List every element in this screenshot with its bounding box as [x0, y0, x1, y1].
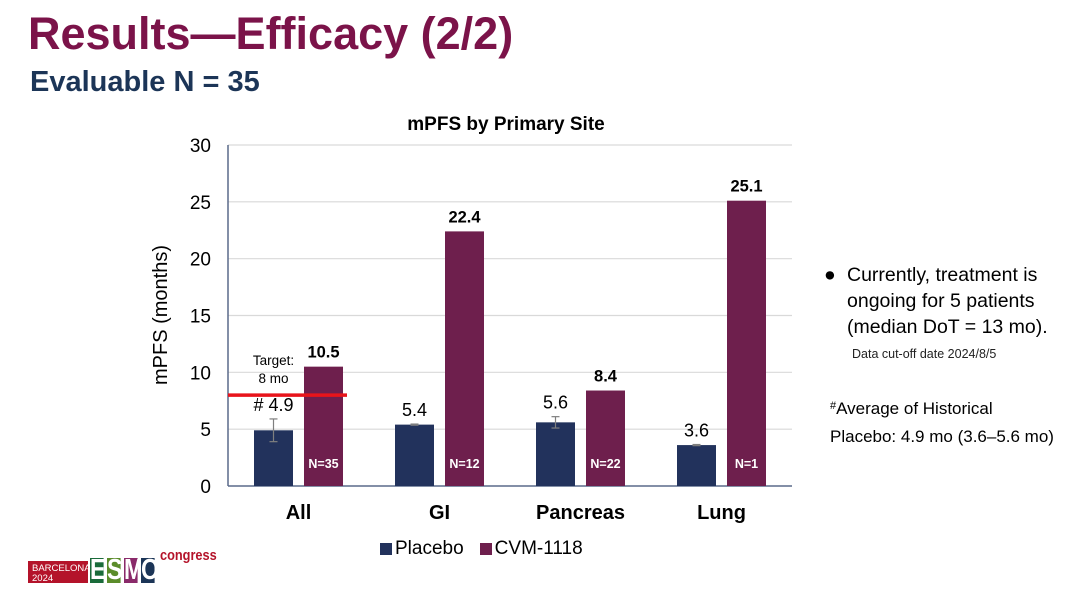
y-tick-label: 5 [200, 420, 211, 441]
chart-title: mPFS by Primary Site [407, 114, 604, 135]
y-tick-label: 20 [190, 250, 211, 271]
logo-esmo-letters: E S M O [90, 554, 160, 586]
y-tick-label: 30 [190, 136, 211, 157]
x-tick-label: GI [429, 502, 450, 524]
data-label-placebo: 5.4 [402, 400, 427, 420]
footnote-line-2: Placebo: 4.9 mo (3.6–5.6 mo) [830, 427, 1054, 446]
legend-swatch-cvm-1118 [479, 543, 492, 555]
logo-letter-e: E [90, 554, 106, 586]
logo-letter-m: M [124, 554, 144, 586]
slide-title: Results—Efficacy (2/2) [28, 8, 514, 59]
x-tick-label: Pancreas [536, 502, 625, 524]
data-cutoff-date: Data cut-off date 2024/8/5 [852, 347, 997, 361]
legend-label-cvm-1118: CVM-1118 [494, 538, 583, 559]
y-tick-label: 25 [190, 193, 211, 214]
target-label: Target: [253, 353, 294, 368]
footnote-marker: # [830, 400, 837, 412]
n-label: N=1 [735, 457, 758, 471]
bar-placebo [677, 445, 716, 486]
bar-cvm-1118 [727, 200, 766, 487]
legend-swatch-placebo [380, 543, 392, 555]
data-label-placebo: 5.6 [543, 393, 568, 413]
chart-legend: Placebo CVM-1118 [380, 538, 599, 560]
logo-city-block: BARCELONA 2024 [28, 561, 91, 584]
y-tick-label: 0 [200, 477, 211, 498]
data-label-cvm-1118: 22.4 [448, 208, 481, 226]
data-label-cvm-1118: 8.4 [594, 368, 618, 386]
treatment-ongoing-text: Currently, treatment is ongoing for 5 pa… [847, 264, 1048, 338]
data-label-cvm-1118: 10.5 [307, 344, 339, 362]
footnote-line-1: Average of Historical [836, 399, 993, 418]
bar-placebo [395, 424, 434, 486]
bar-cvm-1118 [445, 231, 484, 486]
y-axis-label: mPFS (months) [150, 245, 172, 385]
n-label: N=35 [308, 457, 338, 471]
n-label: N=22 [590, 457, 620, 471]
data-label-placebo: 3.6 [684, 421, 709, 441]
data-label-placebo: # 4.9 [253, 395, 293, 415]
logo-letter-o: O [141, 554, 160, 586]
legend-label-placebo: Placebo [395, 538, 464, 559]
historical-placebo-footnote: #Average of Historical Placebo: 4.9 mo (… [830, 392, 1054, 451]
treatment-ongoing-note: ● Currently, treatment is ongoing for 5 … [824, 262, 1080, 340]
y-tick-label: 10 [190, 363, 211, 384]
target-value-label: 8 mo [258, 371, 288, 386]
bar-cvm-1118 [304, 366, 343, 486]
legend-item-placebo: Placebo [380, 538, 464, 560]
logo-city: BARCELONA [32, 563, 91, 574]
logo-letter-s: S [107, 554, 123, 586]
slide-subtitle: Evaluable N = 35 [30, 66, 260, 98]
bullet-icon: ● [824, 264, 836, 286]
y-tick-label: 15 [190, 307, 211, 328]
bar-placebo [536, 422, 575, 486]
n-label: N=12 [449, 457, 479, 471]
logo-congress: congress [160, 547, 217, 564]
legend-item-cvm-1118: CVM-1118 [479, 538, 583, 560]
esmo-congress-logo: BARCELONA 2024 E S M O congress [28, 547, 227, 586]
x-tick-label: All [286, 502, 312, 524]
logo-year: 2024 [32, 573, 54, 584]
bar-cvm-1118 [586, 390, 625, 486]
x-tick-label: Lung [697, 502, 746, 524]
data-label-cvm-1118: 25.1 [730, 178, 762, 196]
